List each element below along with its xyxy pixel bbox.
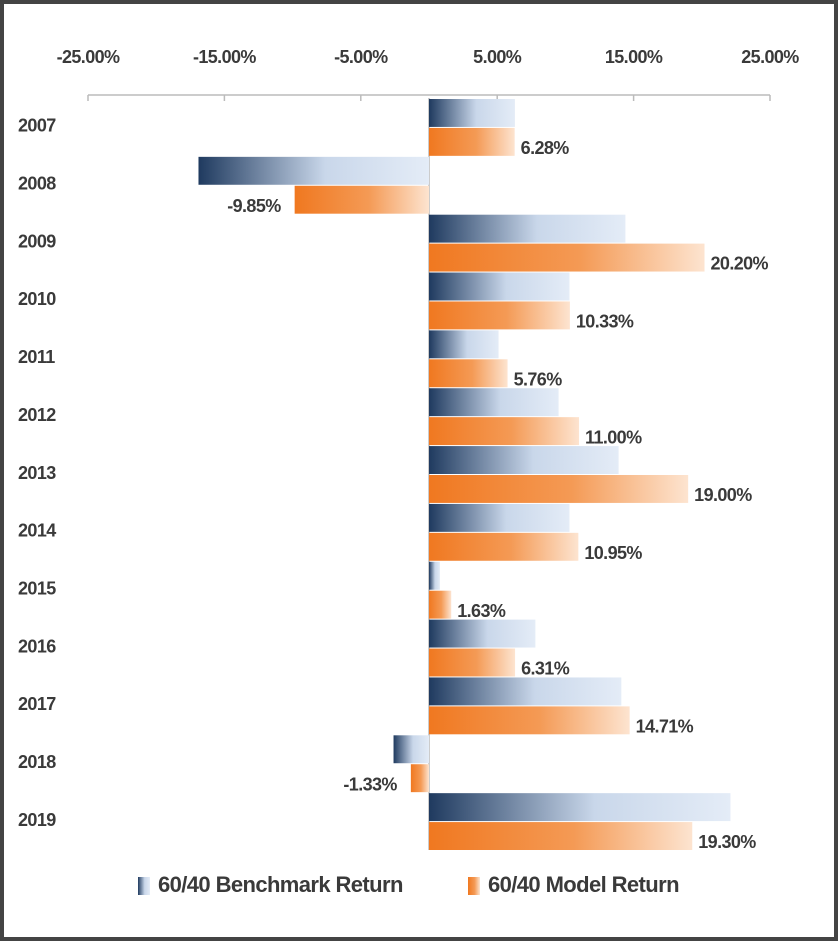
bar [429, 532, 579, 561]
x-tick-label: -25.00% [57, 47, 120, 67]
legend-label: 60/40 Model Return [488, 872, 679, 897]
bar [410, 764, 429, 793]
y-tick-label: 2012 [18, 405, 56, 425]
data-label: 5.76% [514, 369, 563, 389]
data-label: 1.63% [457, 601, 506, 621]
data-label: 14.71% [636, 716, 694, 736]
bar [429, 301, 570, 330]
data-label: 19.00% [694, 485, 752, 505]
data-label: -9.85% [227, 196, 281, 216]
y-tick-label: 2009 [18, 231, 56, 251]
y-tick-label: 2017 [18, 694, 56, 714]
bar [429, 561, 440, 590]
data-label: 10.95% [584, 543, 642, 563]
legend-label: 60/40 Benchmark Return [158, 872, 403, 897]
data-label: 10.33% [576, 312, 634, 332]
bar [429, 388, 559, 417]
data-label: 6.31% [521, 659, 570, 679]
bar [429, 793, 731, 822]
bar [429, 127, 515, 156]
bar [429, 243, 705, 272]
data-label: 19.30% [698, 832, 756, 852]
bar [393, 735, 429, 764]
bar [429, 272, 570, 301]
y-tick-label: 2018 [18, 752, 56, 772]
bar [429, 619, 536, 648]
bar [429, 677, 622, 706]
bar [429, 330, 499, 359]
data-label: -1.33% [343, 774, 397, 794]
y-tick-label: 2013 [18, 463, 56, 483]
bar [429, 706, 630, 735]
legend-swatch [468, 877, 480, 895]
bar [429, 99, 515, 127]
x-tick-label: -15.00% [193, 47, 256, 67]
y-tick-label: 2019 [18, 810, 56, 830]
data-label: 20.20% [711, 254, 769, 274]
data-label: 6.28% [521, 138, 570, 158]
bar [429, 446, 619, 474]
bar [429, 503, 570, 532]
x-tick-label: 5.00% [473, 47, 522, 67]
y-tick-label: 2014 [18, 521, 56, 541]
bar [429, 590, 452, 619]
y-tick-label: 2011 [18, 347, 55, 367]
y-tick-label: 2010 [18, 289, 56, 309]
bar [429, 822, 693, 850]
data-label: 11.00% [585, 427, 642, 447]
y-tick-label: 2007 [18, 116, 56, 136]
bar [198, 156, 429, 185]
bar [429, 648, 516, 677]
y-tick-label: 2008 [18, 174, 56, 194]
y-tick-label: 2016 [18, 636, 56, 656]
bar [429, 417, 580, 446]
x-tick-label: 25.00% [741, 47, 799, 67]
bar [429, 475, 689, 503]
bar [294, 185, 429, 214]
bar [429, 214, 626, 243]
legend-swatch [138, 877, 150, 895]
x-tick-label: -5.00% [334, 47, 388, 67]
y-tick-label: 2015 [18, 578, 56, 598]
x-tick-label: 15.00% [605, 47, 663, 67]
bar [429, 359, 508, 388]
